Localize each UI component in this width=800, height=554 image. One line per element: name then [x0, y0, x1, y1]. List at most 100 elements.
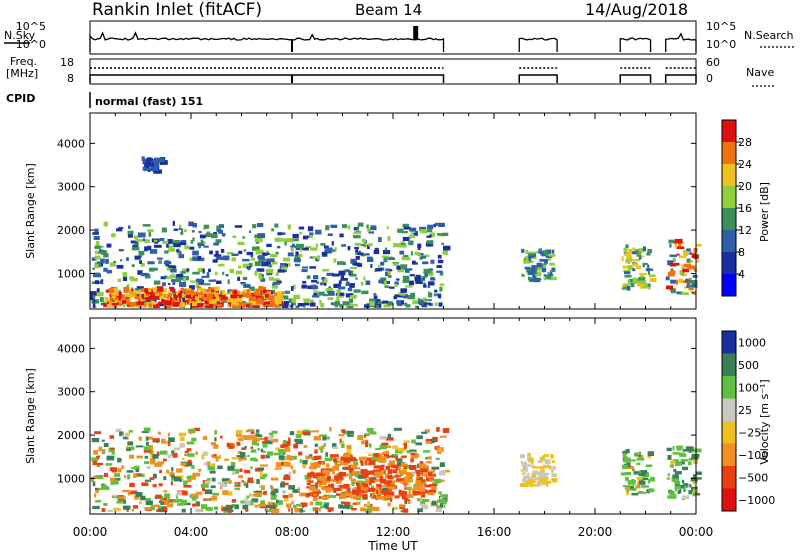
echo-cell — [385, 437, 394, 441]
echo-cell — [153, 295, 160, 300]
echo-cell — [342, 261, 346, 266]
echo-cell — [379, 436, 387, 440]
echo-cell — [150, 165, 153, 170]
echo-cell — [143, 446, 150, 452]
echo-cell — [442, 249, 448, 255]
echo-cell — [636, 462, 641, 465]
echo-cell — [134, 288, 140, 291]
echo-cell — [274, 502, 278, 507]
echo-cell — [421, 278, 426, 281]
echo-cell — [437, 293, 442, 299]
echo-cell — [694, 448, 702, 453]
echo-cell — [202, 451, 208, 456]
echo-cell — [368, 478, 376, 483]
echo-cell — [220, 484, 227, 488]
echo-cell — [384, 450, 389, 455]
echo-cell — [173, 447, 181, 451]
echo-cell — [272, 285, 279, 289]
echo-cell — [425, 439, 433, 444]
echo-cell — [208, 268, 211, 272]
echo-cell — [436, 265, 442, 268]
echo-cell — [252, 224, 257, 229]
echo-cell — [250, 457, 257, 461]
echo-cell — [147, 157, 152, 162]
echo-cell — [181, 457, 185, 460]
echo-cell — [282, 440, 291, 446]
echo-cell — [147, 229, 154, 233]
echo-cell — [241, 480, 245, 483]
echo-cell — [677, 452, 686, 455]
echo-cell — [172, 500, 180, 503]
echo-cell — [231, 253, 239, 256]
echo-cell — [396, 462, 405, 467]
echo-cell — [638, 451, 641, 454]
echo-cell — [122, 299, 126, 304]
echo-cell — [101, 508, 106, 512]
echo-cell — [114, 296, 118, 300]
echo-cell — [389, 480, 395, 485]
echo-cell — [128, 454, 134, 459]
time-tick-label: 00:00 — [73, 525, 108, 539]
echo-cell — [209, 470, 216, 474]
echo-cell — [217, 465, 223, 470]
echo-cell — [641, 485, 649, 488]
echo-cell — [220, 290, 223, 294]
echo-cell — [111, 470, 117, 473]
echo-cell — [526, 475, 530, 478]
echo-cell — [672, 474, 679, 479]
echo-cell — [195, 501, 200, 507]
echo-cell — [211, 442, 216, 446]
echo-cell — [211, 290, 215, 293]
echo-cell — [339, 233, 344, 238]
echo-cell — [368, 487, 376, 492]
echo-cell — [543, 263, 547, 266]
echo-cell — [190, 240, 194, 244]
echo-cell — [98, 446, 103, 450]
echo-cell — [681, 292, 689, 295]
echo-cell — [392, 445, 398, 449]
echo-cell — [524, 461, 527, 467]
echo-cell — [679, 453, 687, 457]
echo-cell — [331, 273, 340, 277]
echo-cell — [383, 492, 392, 495]
echo-cell — [375, 476, 378, 480]
echo-cell — [192, 250, 199, 256]
echo-cell — [164, 300, 172, 305]
echo-cell — [434, 446, 437, 450]
echo-cell — [167, 454, 171, 459]
echo-cell — [351, 481, 355, 486]
echo-cell — [422, 465, 429, 471]
echo-cell — [370, 503, 373, 508]
echo-cell — [122, 303, 126, 308]
echo-cell — [202, 240, 206, 244]
echo-cell — [396, 478, 404, 482]
echo-cell — [237, 451, 242, 454]
echo-cell — [318, 496, 322, 499]
echo-cell — [183, 502, 191, 506]
echo-cell — [413, 262, 418, 265]
echo-cell — [418, 463, 426, 468]
echo-cell — [363, 475, 369, 478]
echo-cell — [221, 296, 228, 300]
echo-cell — [309, 454, 313, 459]
echo-cell — [200, 483, 209, 488]
echo-cell — [312, 295, 320, 298]
echo-cell — [340, 274, 344, 279]
echo-cell — [350, 479, 357, 482]
echo-cell — [268, 303, 275, 307]
echo-cell — [403, 443, 407, 446]
echo-cell — [294, 438, 303, 442]
echo-cell — [387, 474, 393, 479]
echo-cell — [312, 473, 319, 479]
echo-cell — [622, 485, 631, 488]
echo-cell — [271, 228, 274, 232]
echo-cell — [407, 501, 411, 504]
echo-cell — [268, 432, 272, 436]
time-tick-label: 12:00 — [376, 525, 411, 539]
echo-cell — [535, 271, 542, 277]
echo-cell — [667, 473, 670, 477]
echo-cell — [260, 464, 268, 467]
power-heatmap — [90, 156, 702, 309]
echo-cell — [137, 270, 143, 275]
echo-cell — [688, 461, 692, 466]
